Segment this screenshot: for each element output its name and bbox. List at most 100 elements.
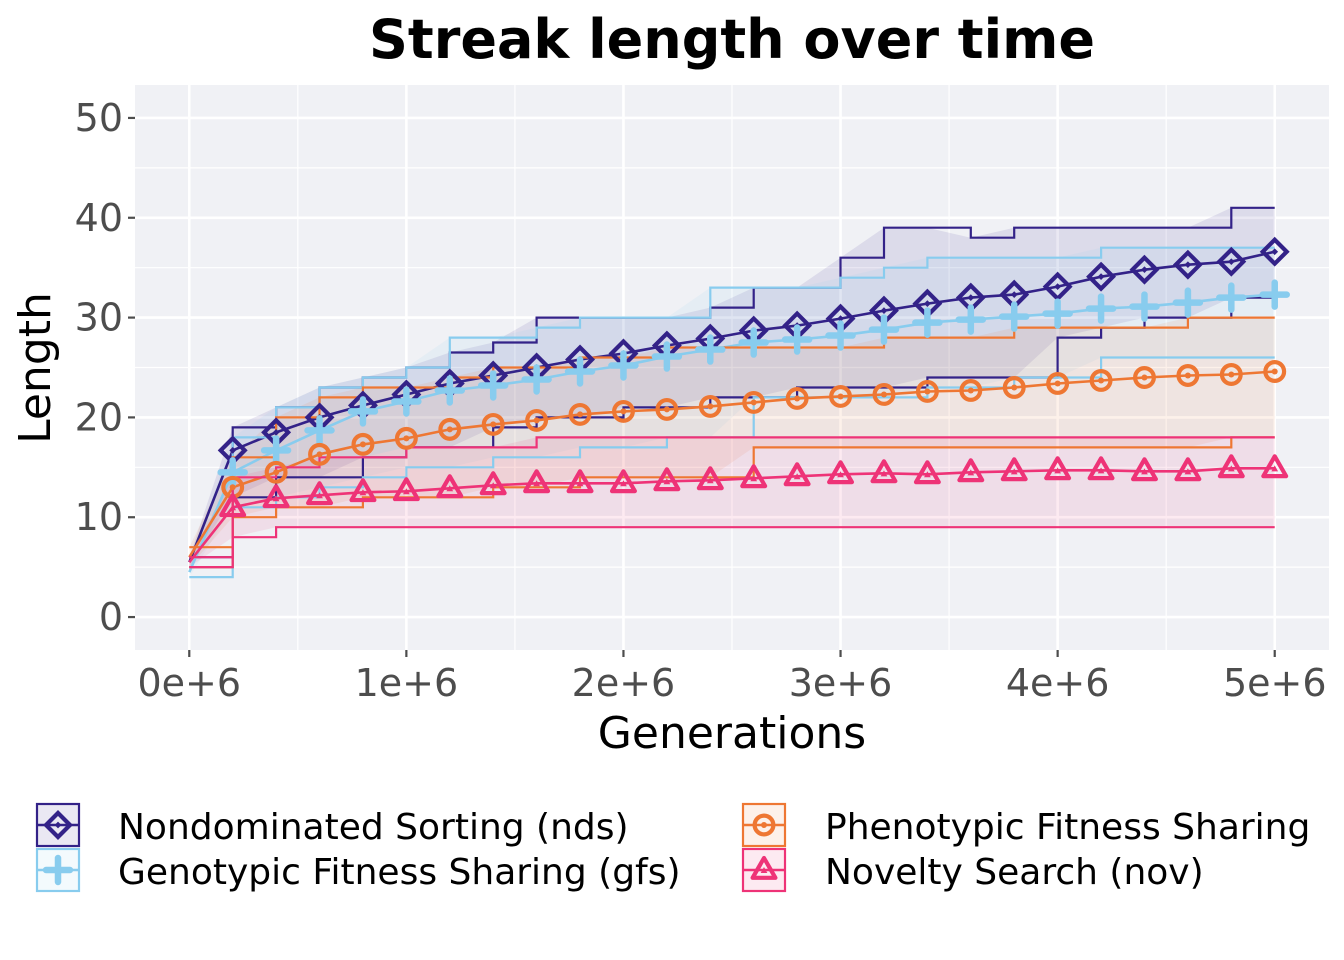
series-3-point [1176,364,1200,387]
series-2-point [955,304,987,335]
series-4-point [1174,457,1202,482]
series-4-point [827,460,855,485]
series-2-point [260,435,292,466]
series-3-point [611,399,635,423]
x-tick-label: 1e+6 [355,661,459,705]
series-3-point [1133,366,1156,389]
series-4-point [609,469,637,494]
series-2-point [998,301,1030,332]
series-2-point [1172,287,1204,318]
series-2-point [738,327,769,358]
series-2-point [217,457,248,488]
x-tick-label: 2e+6 [572,661,676,705]
series-1-point [1172,249,1203,280]
series-2-point [868,314,900,345]
series-2-point [477,370,509,401]
series-2-point [695,334,726,365]
series-4-point [392,477,420,502]
series-2-point [1129,291,1160,322]
legend-marker [752,813,776,837]
legend-label: Genotypic Fitness Sharing (gfs) [118,852,681,893]
series-4-point [349,478,377,503]
series-4-point [870,459,898,484]
legend-item: Novelty Search (nov) [741,847,1204,893]
legend-label: Phenotypic Fitness Sharing [825,807,1310,848]
y-tick-label: 40 [75,196,123,240]
series-3-point [351,432,375,456]
series-2-point [651,341,683,372]
series-4-point [306,481,334,506]
x-tick-label: 4e+6 [1006,661,1110,705]
series-3-point [742,390,766,414]
axes: 0 10 20 30 40 50 0e+6 1e+6 2e+6 3e+6 4e+6 5e+6 [75,96,1327,705]
series-2-upper-bound [189,246,1275,569]
legend: Nondominated Sorting (nds)Genotypic Fitn… [35,802,1310,893]
series-4-lower-bound [189,526,1275,569]
series-3-point [785,386,809,410]
series-4-point [566,469,594,494]
series-4-point [1087,456,1115,481]
series-4-band [189,437,1275,568]
series-2-point [391,386,422,417]
series-2-point [304,415,335,446]
series-2-point [564,356,596,387]
series-4-point [783,462,811,487]
series-4-point [957,458,985,483]
series-4-point [1261,454,1289,479]
y-tick-label: 20 [75,395,123,439]
series-1-lower-bound [189,296,1275,569]
series-2-point [825,320,856,351]
series-4-point [436,474,464,499]
series-2-point [347,396,379,427]
series-2-point [1042,298,1073,329]
y-tick-label: 50 [75,96,123,140]
y-tick-label: 0 [99,595,123,639]
grid-lines [135,85,1329,650]
legend-marker [43,810,73,840]
y-axis-title: Length [10,292,61,444]
series-1-point [1259,236,1290,267]
series-3-point [1219,363,1243,386]
series-3-point [872,382,896,406]
series-4-point [219,493,247,518]
x-axis-title: Generations [598,708,866,759]
series-2-point [912,307,943,338]
legend-item: Phenotypic Fitness Sharing [741,802,1310,848]
legend-label: Nondominated Sorting (nds) [118,807,629,848]
series-3-point [915,379,939,403]
series-4-point [1217,454,1245,479]
x-tick-label: 3e+6 [789,661,893,705]
legend-marker [42,854,74,886]
series-2-point [434,375,466,406]
legend-item: Genotypic Fitness Sharing (gfs) [35,847,681,893]
series-4-point [523,469,551,494]
series-4-point [1130,457,1158,482]
series-2-point [1216,282,1247,313]
series-markers [217,236,1290,518]
series-2-band [189,247,1275,578]
series-3-point [1089,369,1113,392]
series-1-point [1216,246,1247,277]
series-3-point [264,460,288,484]
y-tick-label: 30 [75,296,123,340]
series-4-point [1000,457,1028,482]
series-2-point [1085,293,1117,324]
legend-item: Nondominated Sorting (nds) [35,802,629,848]
series-3-point [1002,376,1026,399]
series-4-upper-bound [189,436,1275,559]
series-1-point [1086,261,1117,292]
series-4-point [696,466,724,491]
y-tick-label: 10 [75,495,123,539]
series-4-point [1044,456,1072,481]
series-3-point [698,394,722,418]
x-tick-label: 5e+6 [1223,661,1327,705]
series-4-point [913,460,941,485]
series-1-point [1129,254,1160,285]
series-3-point [959,378,983,402]
series-2-point [521,364,552,395]
chart-title: Streak length over time [369,8,1095,71]
series-2-point [781,324,813,355]
series-3-point [1046,372,1070,395]
series-3-point [394,426,418,450]
x-tick-label: 0e+6 [137,661,241,705]
